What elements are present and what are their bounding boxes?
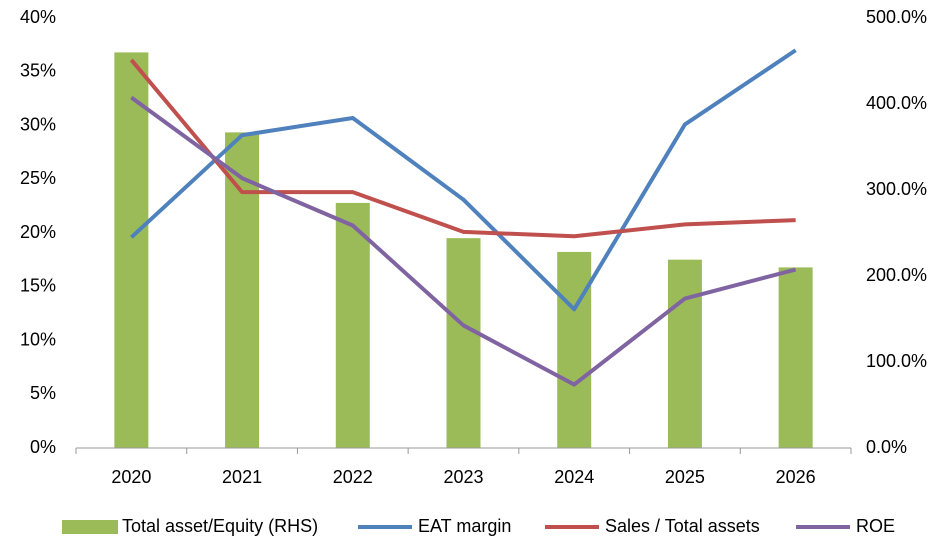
x-tick-label: 2022 [333,467,373,487]
line [130,95,797,387]
x-tick-label: 2026 [776,467,816,487]
y-tick-label: 0% [30,437,56,457]
y-tick-label: 20% [20,222,56,242]
bar [446,238,481,448]
line [129,58,796,239]
y-tick-label: 5% [30,383,56,403]
bar [667,259,702,448]
x-tick-label: 2023 [443,467,483,487]
y2-tick-label: 500.0% [866,7,927,27]
y2-tick-label: 200.0% [866,265,927,285]
y-tick-label: 40% [20,7,56,27]
legend-label: EAT margin [418,516,511,536]
legend-label: Total asset/Equity (RHS) [122,516,318,536]
y2-tick-label: 300.0% [866,179,927,199]
y2-tick-label: 0.0% [866,437,907,457]
bar [335,202,370,448]
y2-tick-label: 100.0% [866,351,927,371]
y-tick-label: 35% [20,61,56,81]
y-tick-label: 15% [20,276,56,296]
x-tick-label: 2025 [665,467,705,487]
bar [557,251,592,448]
y-tick-label: 10% [20,329,56,349]
legend-swatch [62,520,118,534]
y-tick-label: 25% [20,168,56,188]
y2-tick-label: 400.0% [866,93,927,113]
y-tick-label: 30% [20,114,56,134]
x-tick-label: 2021 [222,467,262,487]
legend-label: Sales / Total assets [605,516,760,536]
bar [778,267,813,448]
x-tick-label: 2020 [111,467,151,487]
legend-label: ROE [856,516,895,536]
x-tick-label: 2024 [554,467,594,487]
bar [114,52,149,449]
line [130,48,797,312]
